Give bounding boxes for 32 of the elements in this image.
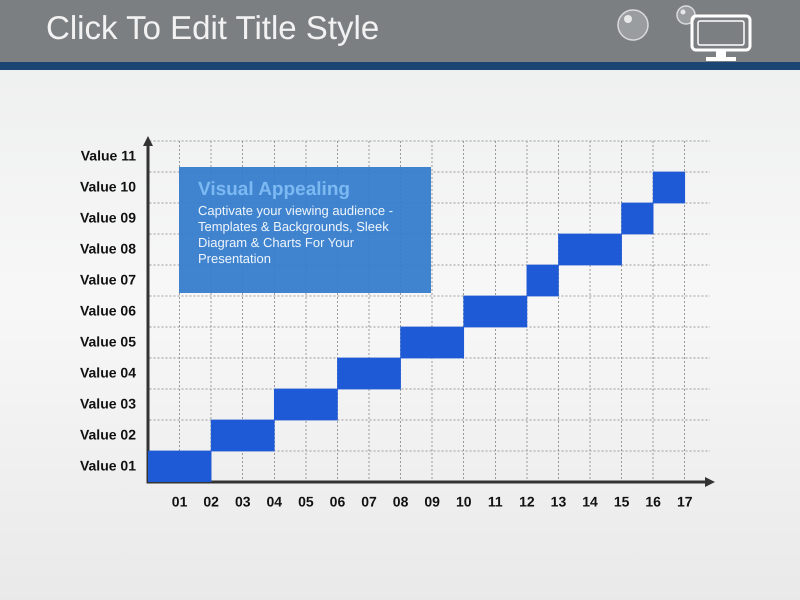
x-tick-label: 12 xyxy=(519,493,535,510)
y-tick-label: Value 07 xyxy=(80,271,136,288)
y-tick-label: Value 01 xyxy=(80,457,136,474)
x-tick-label: 01 xyxy=(172,493,188,510)
x-tick-label: 06 xyxy=(330,493,346,510)
x-tick-label: 13 xyxy=(550,493,566,510)
x-tick-label: 16 xyxy=(645,493,662,510)
y-tick-label: Value 05 xyxy=(80,333,136,350)
y-tick-label: Value 02 xyxy=(80,426,136,442)
x-tick-label: 04 xyxy=(266,493,282,510)
x-tick-label: 02 xyxy=(203,493,220,510)
y-tick-label: Value 10 xyxy=(80,178,136,194)
x-tick-label: 11 xyxy=(488,493,503,510)
x-tick-label: 10 xyxy=(456,493,472,510)
y-tick-label: Value 08 xyxy=(80,240,136,256)
x-tick-label: 14 xyxy=(582,493,598,510)
y-tick-label: Value 03 xyxy=(80,395,136,412)
x-tick-label: 03 xyxy=(234,493,251,510)
y-tick-label: Value 09 xyxy=(80,209,136,226)
annotation: Visual Appealing xyxy=(198,179,352,201)
x-tick-label: 17 xyxy=(676,493,693,510)
x-tick-label: 09 xyxy=(424,493,440,510)
y-tick-label: Value 04 xyxy=(80,364,136,380)
x-tick-label: 08 xyxy=(392,493,409,510)
annotation: Captivate your viewing audience - Templates & Backgrounds, Sleek Diagram & Charts For Your Presentation xyxy=(198,203,394,267)
text-panel: Visual Appealing Captivate your viewing audience - Templates & Backgrounds, Sleek Diagram & Charts For Your Presentation xyxy=(179,167,431,293)
x-tick-label: 05 xyxy=(298,493,314,510)
x-tick-label: 07 xyxy=(361,493,378,510)
chart-title: Click To Edit Title Style xyxy=(46,8,380,48)
y-tick-label: Value 11 xyxy=(80,147,136,164)
x-tick-label: 15 xyxy=(614,493,630,510)
y-tick-label: Value 06 xyxy=(80,302,136,318)
